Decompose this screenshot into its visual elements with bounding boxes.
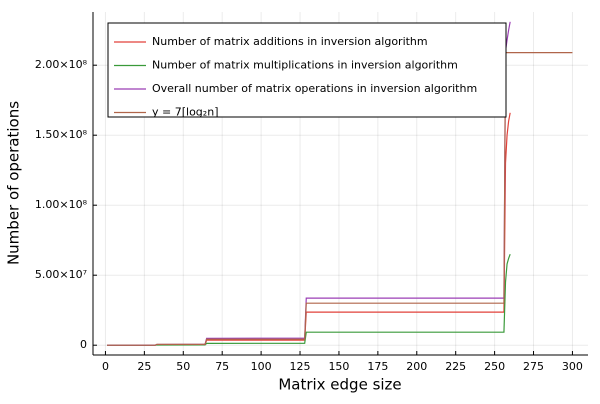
legend-label: Number of matrix multiplications in inve… — [152, 59, 458, 72]
legend-label: Number of matrix additions in inversion … — [152, 35, 428, 48]
legend-label: Overall number of matrix operations in i… — [152, 82, 477, 95]
x-tick-label: 125 — [290, 360, 311, 373]
x-tick-label: 100 — [251, 360, 272, 373]
x-tick-label: 150 — [328, 360, 349, 373]
x-tick-label: 175 — [367, 360, 388, 373]
x-tick-label: 225 — [445, 360, 466, 373]
x-tick-label: 50 — [176, 360, 190, 373]
y-tick-label: 5.00×10⁷ — [35, 268, 87, 281]
series-line — [107, 112, 511, 346]
series-line — [107, 51, 573, 346]
legend-box — [107, 22, 507, 118]
x-tick-label: 275 — [523, 360, 544, 373]
y-tick-label: 2.00×10⁸ — [35, 58, 88, 71]
y-axis-label: Number of operations — [5, 101, 23, 265]
y-tick-label: 1.00×10⁸ — [35, 198, 88, 211]
y-tick-label: 1.50×10⁸ — [35, 128, 88, 141]
x-tick-label: 250 — [484, 360, 505, 373]
legend-label: y = 7⌈log₂n⌉ — [152, 106, 218, 119]
y-tick-label: 0 — [80, 338, 87, 351]
x-tick-label: 75 — [215, 360, 229, 373]
x-tick-label: 300 — [562, 360, 583, 373]
x-tick-label: 200 — [406, 360, 427, 373]
x-axis-label: Matrix edge size — [278, 376, 401, 394]
x-tick-label: 25 — [137, 360, 151, 373]
series-line — [107, 253, 511, 346]
x-tick-label: 0 — [102, 360, 109, 373]
